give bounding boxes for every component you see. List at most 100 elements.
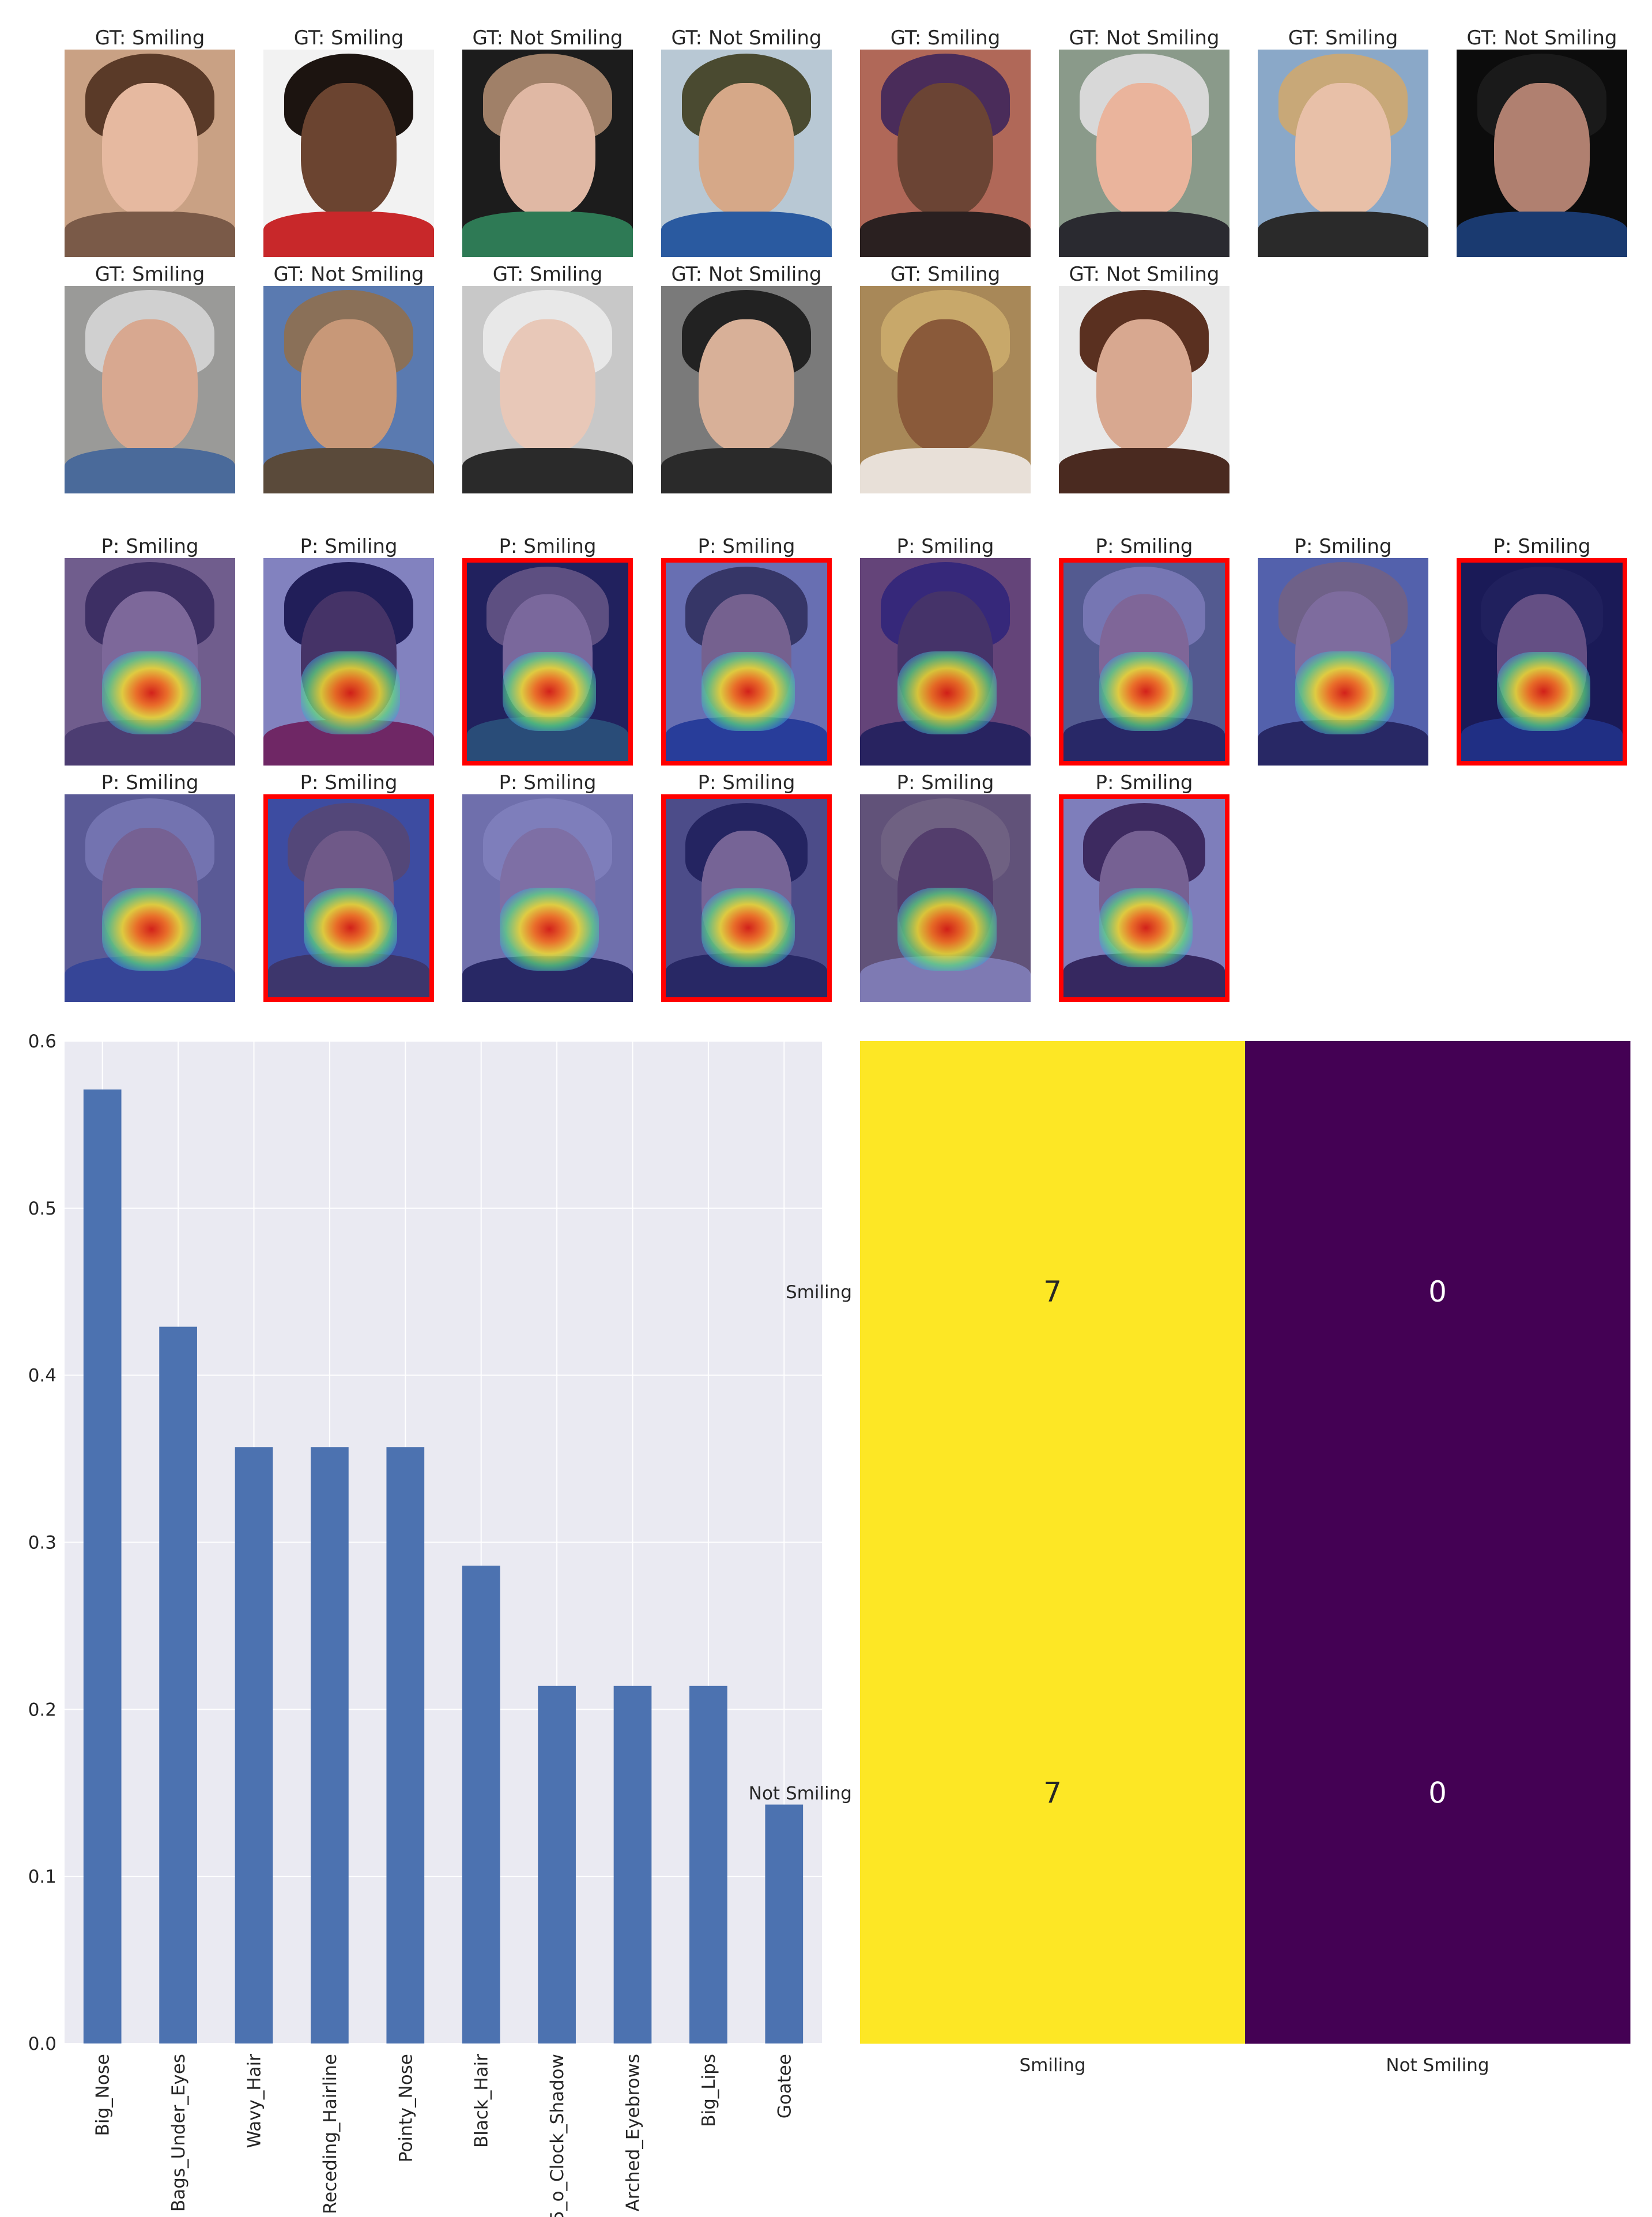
prediction-caption: P: Smiling xyxy=(300,771,398,794)
prediction-cell: P: Smiling xyxy=(661,771,832,1002)
face-photo xyxy=(661,50,832,257)
face-shape xyxy=(699,82,794,216)
attention-hotspot xyxy=(1295,651,1394,734)
x-tick-label: Black_Hair xyxy=(472,2054,492,2148)
face-shape xyxy=(301,82,397,216)
y-tick-label: 0.4 xyxy=(28,1366,56,1386)
prediction-cell: P: Smiling xyxy=(661,535,832,766)
face-photo xyxy=(661,286,832,493)
prediction-cell: P: Smiling xyxy=(1457,535,1627,766)
face-shape xyxy=(1295,82,1391,216)
face-photo-with-heatmap xyxy=(263,558,434,766)
face-shape xyxy=(102,319,198,452)
ground-truth-cell: GT: Smiling xyxy=(860,27,1031,257)
face-shape xyxy=(500,82,595,216)
attention-hotspot xyxy=(502,651,596,732)
attention-hotspot xyxy=(500,888,599,971)
ground-truth-caption: GT: Not Smiling xyxy=(1466,27,1617,50)
ground-truth-cell: GT: Not Smiling xyxy=(1457,27,1627,257)
prediction-cell: P: Smiling xyxy=(860,535,1031,766)
prediction-cell: P: Smiling xyxy=(462,535,633,766)
x-tick-label: Receding_Hairline xyxy=(320,2054,341,2214)
face-photo xyxy=(263,50,434,257)
face-photo xyxy=(65,50,235,257)
face-photo xyxy=(462,50,633,257)
bar xyxy=(689,1686,727,2043)
face-shape xyxy=(1096,82,1192,216)
bar xyxy=(235,1447,273,2043)
ground-truth-cell: GT: Smiling xyxy=(263,27,434,257)
attention-hotspot xyxy=(1099,888,1193,968)
face-photo xyxy=(860,286,1031,493)
ground-truth-caption: GT: Not Smiling xyxy=(1069,27,1220,50)
attention-hotspot xyxy=(301,651,400,734)
cell-value-label: 7 xyxy=(1043,1275,1062,1309)
x-tick-label: 5_o_Clock_Shadow xyxy=(547,2054,568,2217)
shoulders-shape xyxy=(65,447,235,493)
y-tick-label: 0.1 xyxy=(28,1867,56,1887)
prediction-caption: P: Smiling xyxy=(1095,535,1193,558)
face-photo-with-heatmap xyxy=(860,794,1031,1002)
prediction-cell: P: Smiling xyxy=(263,535,434,766)
face-photo-with-heatmap xyxy=(661,794,832,1002)
attention-hotspot xyxy=(701,888,795,968)
cell-value-label: 7 xyxy=(1043,1776,1062,1809)
face-photo-with-heatmap xyxy=(1059,794,1229,1002)
attention-hotspot xyxy=(303,888,397,968)
face-shape xyxy=(897,319,993,452)
prediction-caption: P: Smiling xyxy=(1493,535,1591,558)
bar xyxy=(538,1686,576,2043)
prediction-cell: P: Smiling xyxy=(1059,535,1229,766)
x-tick-label: Goatee xyxy=(774,2054,795,2118)
prediction-cell: P: Smiling xyxy=(65,535,235,766)
face-photo-with-heatmap xyxy=(860,558,1031,766)
face-photo-with-heatmap xyxy=(1258,558,1428,766)
shoulders-shape xyxy=(1059,211,1229,257)
prediction-caption: P: Smiling xyxy=(896,771,994,794)
face-photo-with-heatmap xyxy=(1457,558,1627,766)
face-photo xyxy=(1059,50,1229,257)
attention-hotspot xyxy=(102,888,201,971)
prediction-caption: P: Smiling xyxy=(300,535,398,558)
prediction-cell: P: Smiling xyxy=(1059,771,1229,1002)
attention-hotspot xyxy=(897,651,997,734)
x-tick-label: Arched_Eyebrows xyxy=(623,2054,644,2211)
ground-truth-cell: GT: Smiling xyxy=(1258,27,1428,257)
cell-value-label: 0 xyxy=(1428,1776,1447,1809)
prediction-caption: P: Smiling xyxy=(499,535,597,558)
ground-truth-caption: GT: Not Smiling xyxy=(671,263,822,286)
shoulders-shape xyxy=(462,447,633,493)
prediction-caption: P: Smiling xyxy=(697,535,795,558)
face-shape xyxy=(102,82,198,216)
shoulders-shape xyxy=(661,447,832,493)
ground-truth-cell: GT: Not Smiling xyxy=(1059,263,1229,493)
ground-truth-caption: GT: Smiling xyxy=(1288,27,1398,50)
attention-hotspot xyxy=(1496,651,1590,732)
face-photo-with-heatmap xyxy=(462,558,633,766)
face-photo xyxy=(263,286,434,493)
heatmap-cell xyxy=(860,1041,1246,1543)
face-photo-with-heatmap xyxy=(661,558,832,766)
shoulders-shape xyxy=(860,447,1031,493)
attention-hotspot xyxy=(897,888,997,971)
column-label: Not Smiling xyxy=(1386,2055,1489,2076)
prediction-caption: P: Smiling xyxy=(1095,771,1193,794)
prediction-cell: P: Smiling xyxy=(1258,535,1428,766)
bar xyxy=(311,1447,349,2043)
face-shape xyxy=(301,319,397,452)
prediction-cell: P: Smiling xyxy=(263,771,434,1002)
y-tick-label: 0.0 xyxy=(28,2034,56,2054)
face-photo-with-heatmap xyxy=(1059,558,1229,766)
ground-truth-cell: GT: Not Smiling xyxy=(1059,27,1229,257)
ground-truth-cell: GT: Smiling xyxy=(860,263,1031,493)
ground-truth-caption: GT: Smiling xyxy=(890,27,1001,50)
column-label: Smiling xyxy=(1019,2055,1085,2076)
face-photo xyxy=(1059,286,1229,493)
face-shape xyxy=(500,319,595,452)
cell-value-label: 0 xyxy=(1428,1275,1447,1309)
x-tick-label: Big_Nose xyxy=(93,2054,114,2136)
shoulders-shape xyxy=(661,211,832,257)
shoulders-shape xyxy=(65,211,235,257)
attention-hotspot xyxy=(701,651,795,732)
prediction-cell: P: Smiling xyxy=(462,771,633,1002)
